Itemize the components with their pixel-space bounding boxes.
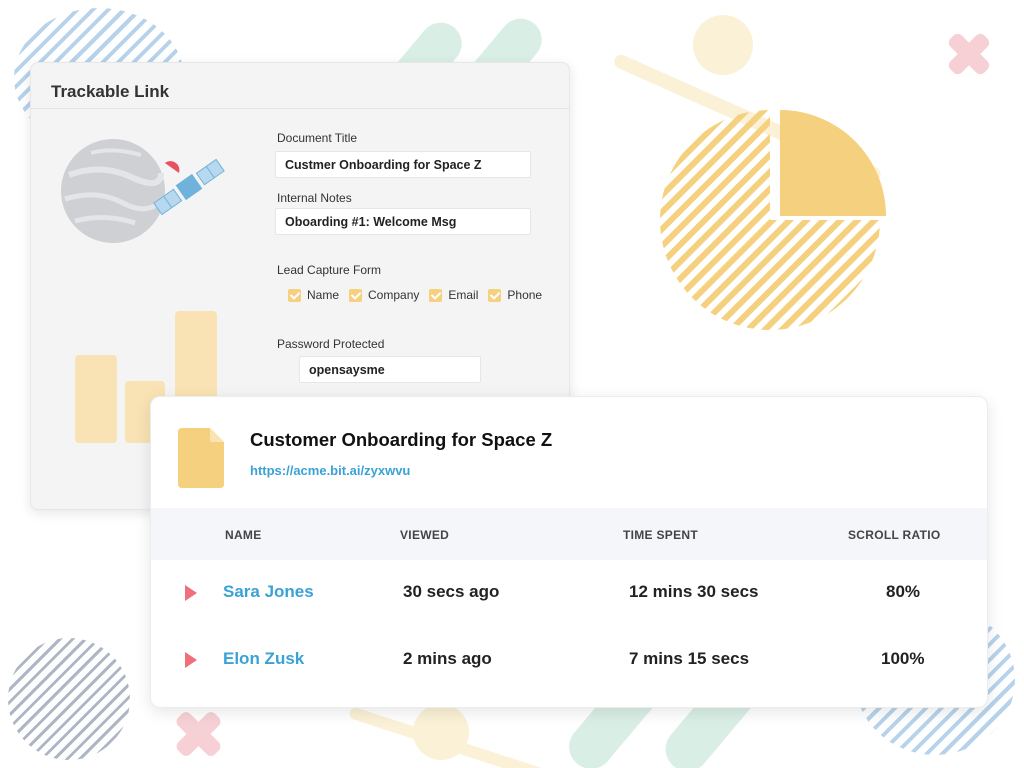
decorative-yellow-circle (413, 704, 469, 760)
password-label: Password Protected (277, 337, 385, 351)
decorative-pie-chart-illustration (660, 110, 886, 330)
time-spent: 7 mins 15 secs (629, 649, 750, 668)
internal-notes-label: Internal Notes (277, 191, 352, 205)
document-share-link[interactable]: https://acme.bit.ai/zyxwvu (250, 463, 411, 478)
password-input[interactable]: opensaysme (299, 356, 481, 383)
lead-capture-option-phone[interactable]: Phone (488, 288, 542, 302)
checkbox-label: Company (368, 288, 420, 302)
decorative-pink-cross (172, 708, 224, 760)
panel-title: Trackable Link (51, 82, 170, 101)
column-header-time-spent[interactable]: TIME SPENT (623, 528, 699, 542)
lead-capture-option-name[interactable]: Name (288, 288, 339, 302)
checkbox-label: Name (307, 288, 340, 302)
checkbox-checked-icon[interactable] (288, 288, 301, 302)
scroll-ratio: 80% (886, 582, 921, 601)
checkbox-label: Email (448, 288, 479, 302)
document-title: Customer Onboarding for Space Z (250, 429, 553, 450)
viewed-time: 2 mins ago (403, 649, 492, 668)
decorative-striped-circle (8, 638, 130, 760)
checkbox-checked-icon[interactable] (349, 288, 363, 302)
table-row[interactable]: Elon Zusk 2 mins ago 7 mins 15 secs 100% (151, 627, 987, 691)
planet-satellite-illustration (61, 139, 225, 243)
decorative-pink-cross (945, 30, 993, 78)
decorative-yellow-circle (693, 15, 753, 75)
table-row[interactable]: Sara Jones 30 secs ago 12 mins 30 secs 8… (151, 560, 987, 624)
time-spent: 12 mins 30 secs (629, 582, 759, 601)
lead-capture-option-company[interactable]: Company (349, 288, 419, 302)
viewer-name[interactable]: Elon Zusk (223, 649, 305, 668)
lead-capture-options: Name Company Email Phone (288, 288, 552, 302)
document-title-label: Document Title (277, 131, 358, 145)
play-triangle-icon[interactable] (185, 585, 197, 601)
viewer-name[interactable]: Sara Jones (223, 582, 314, 601)
internal-notes-input[interactable]: Oboarding #1: Welcome Msg (275, 208, 531, 235)
lead-capture-label: Lead Capture Form (277, 263, 382, 277)
table-header: NAME VIEWED TIME SPENT SCROLL RATIO (151, 508, 987, 560)
viewed-time: 30 secs ago (403, 582, 500, 601)
column-header-viewed[interactable]: VIEWED (400, 528, 450, 542)
divider (31, 108, 569, 109)
play-triangle-icon[interactable] (185, 652, 197, 668)
document-analytics-panel: Customer Onboarding for Space Z https://… (150, 396, 988, 708)
column-header-scroll-ratio[interactable]: SCROLL RATIO (848, 528, 941, 542)
checkbox-checked-icon[interactable] (488, 288, 502, 302)
scroll-ratio: 100% (881, 649, 925, 668)
document-icon (178, 428, 224, 488)
column-header-name[interactable]: NAME (225, 528, 262, 542)
checkbox-label: Phone (507, 288, 543, 302)
checkbox-checked-icon[interactable] (429, 288, 443, 302)
document-title-input[interactable]: Custmer Onboarding for Space Z (275, 151, 531, 178)
lead-capture-option-email[interactable]: Email (429, 288, 478, 302)
